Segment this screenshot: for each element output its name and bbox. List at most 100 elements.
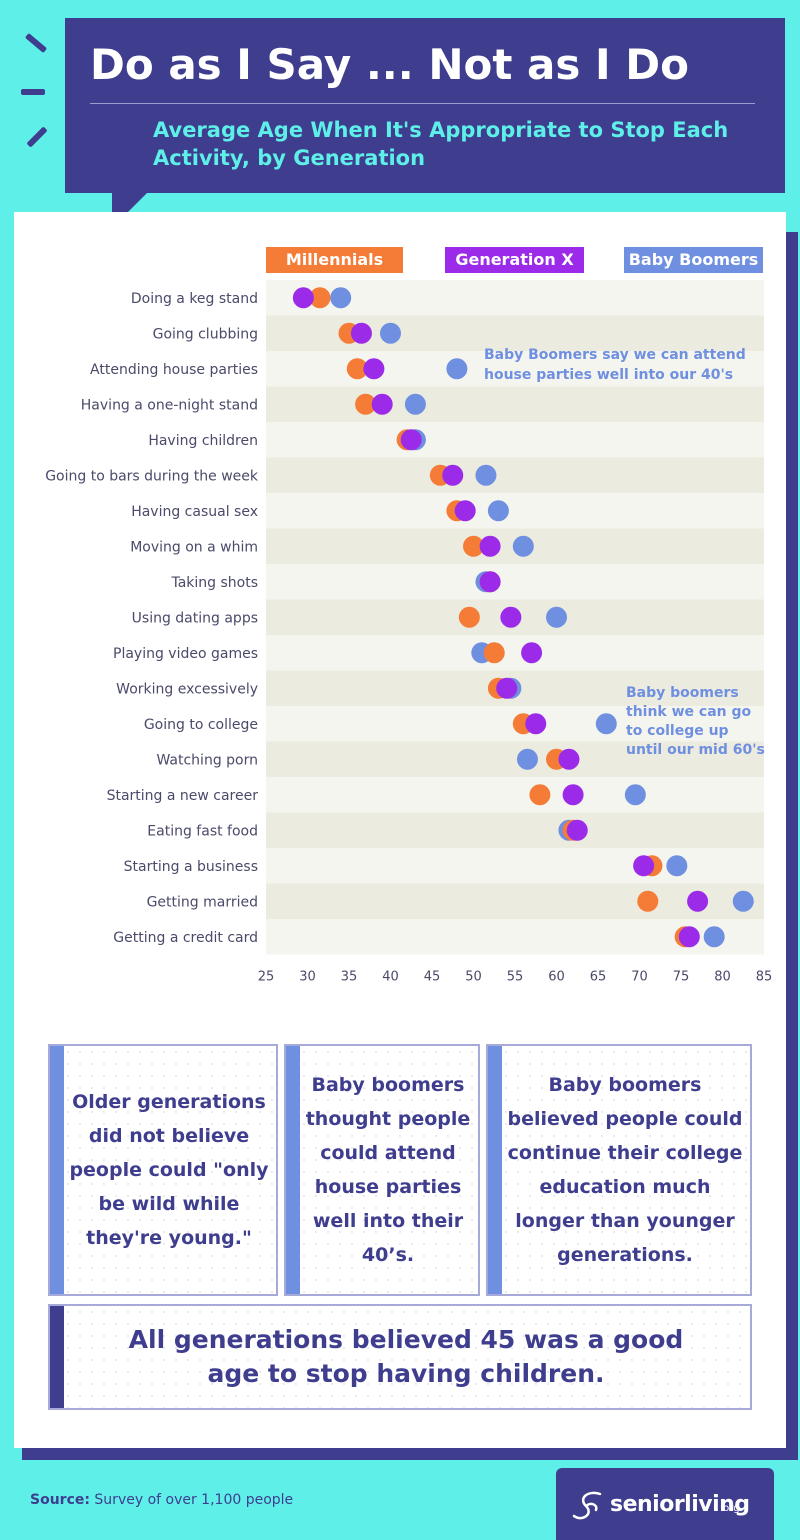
header-dash-middle <box>21 89 45 95</box>
annotation-house-parties: Baby Boomers say we can attend house par… <box>484 347 746 383</box>
x-tick-label: 65 <box>590 970 607 985</box>
category-label: Going to bars during the week <box>45 468 259 484</box>
category-label: Working excessively <box>116 681 258 697</box>
page-title: Do as I Say ... Not as I Do <box>90 40 689 89</box>
generation-x-dot <box>525 713 547 735</box>
millennials-dot <box>463 535 484 557</box>
source-note: Source: Survey of over 1,100 people <box>30 1492 293 1508</box>
callout-college: Baby boomers believed people could conti… <box>486 1044 752 1296</box>
x-tick-label: 25 <box>258 970 275 985</box>
category-label: Getting a credit card <box>113 930 258 946</box>
dot-plot-chart: Doing a keg stand Going clubbing Attending… <box>45 280 773 985</box>
generation-x-dot <box>292 287 314 309</box>
generation-x-dot <box>371 393 393 415</box>
generation-x-dot <box>350 322 372 344</box>
row-band <box>266 741 764 777</box>
x-tick-label: 50 <box>465 970 482 985</box>
x-tick-label: 75 <box>673 970 690 985</box>
millennials-dot <box>637 890 659 912</box>
x-tick-label: 80 <box>714 970 731 985</box>
baby-boomers-dot <box>380 322 401 344</box>
callout-accent-bar <box>286 1046 300 1294</box>
legend-generation-x: Generation X <box>445 247 584 273</box>
millennials-dot <box>458 606 480 628</box>
category-label: Attending house parties <box>90 362 258 378</box>
generation-x-dot <box>479 571 501 593</box>
row-band <box>266 777 764 813</box>
category-label: Starting a business <box>124 859 258 875</box>
callout-text: Baby boomers believed people could conti… <box>507 1074 743 1266</box>
baby-boomers-dot <box>330 287 352 309</box>
generation-x-dot <box>400 429 422 451</box>
row-band <box>266 883 764 919</box>
row-band <box>266 457 764 493</box>
baby-boomers-dot <box>512 535 534 557</box>
baby-boomers-dot <box>595 713 617 735</box>
x-tick-label: 85 <box>756 970 773 985</box>
baby-boomers-dot <box>546 606 567 628</box>
category-label: Getting married <box>147 894 258 910</box>
category-label: Watching porn <box>156 752 258 768</box>
callout-text: Older generations did not believe people… <box>69 1091 269 1249</box>
baby-boomers-dot <box>404 393 426 415</box>
row-band <box>266 493 764 529</box>
callout-text: Baby boomers thought people could attend… <box>305 1074 471 1266</box>
row-band <box>266 564 764 600</box>
category-label: Starting a new career <box>107 788 259 804</box>
millennials-dot <box>529 784 551 806</box>
legend-millennials: Millennials <box>266 247 403 273</box>
category-label: Using dating apps <box>132 610 258 626</box>
legend-baby-boomers: Baby Boomers <box>624 247 763 273</box>
generation-x-dot <box>521 642 543 664</box>
annotation-college: Baby boomers think we can go to college … <box>626 685 765 758</box>
generation-x-dot <box>496 677 518 699</box>
callout-accent-bar <box>50 1046 64 1294</box>
x-tick-label: 60 <box>548 970 565 985</box>
source-label: Source: <box>30 1492 90 1508</box>
generation-x-dot <box>363 358 385 380</box>
row-band <box>266 386 764 422</box>
page-subtitle: Average Age When It's Appropriate to Sto… <box>153 118 729 170</box>
seniorliving-logo[interactable]: seniorliving .org <box>556 1468 774 1540</box>
header-dash-bottom <box>26 126 48 148</box>
generation-x-dot <box>558 748 580 770</box>
callout-house-parties: Baby boomers thought people could attend… <box>284 1044 480 1296</box>
callout-text: All generations believed 45 was a good a… <box>128 1325 684 1388</box>
source-text: Survey of over 1,100 people <box>94 1492 294 1508</box>
generation-x-dot <box>687 890 709 912</box>
category-label: Having casual sex <box>131 504 258 520</box>
generation-x-dot <box>633 855 655 877</box>
logo-swirl-icon <box>572 1491 602 1520</box>
generation-x-dot <box>442 464 464 486</box>
header-dash-top <box>24 32 48 54</box>
x-tick-label: 40 <box>382 970 399 985</box>
category-label: Moving on a whim <box>130 539 258 555</box>
baby-boomers-dot <box>732 890 754 912</box>
baby-boomers-dot <box>475 464 497 486</box>
x-tick-label: 70 <box>631 970 648 985</box>
millennials-dot <box>346 358 368 380</box>
callout-children: All generations believed 45 was a good a… <box>48 1304 752 1410</box>
logo-tld: .org <box>720 1503 740 1514</box>
callout-wild-while-young: Older generations did not believe people… <box>48 1044 278 1296</box>
generation-x-dot <box>500 606 522 628</box>
title-divider <box>90 103 755 104</box>
category-label: Having a one-night stand <box>81 397 258 413</box>
x-tick-label: 55 <box>507 970 524 985</box>
row-band <box>266 812 764 848</box>
x-tick-label: 45 <box>424 970 441 985</box>
category-label: Going clubbing <box>153 326 258 342</box>
header-banner: Do as I Say ... Not as I Do Average Age … <box>65 18 785 193</box>
category-label: Playing video games <box>113 646 258 662</box>
generation-x-dot <box>562 784 584 806</box>
callout-accent-bar <box>488 1046 502 1294</box>
baby-boomers-dot <box>666 855 688 877</box>
logo-name: seniorliving <box>610 1492 750 1517</box>
baby-boomers-dot <box>487 500 509 522</box>
baby-boomers-dot <box>446 358 468 380</box>
callout-accent-bar <box>50 1306 64 1408</box>
category-label: Doing a keg stand <box>131 291 258 307</box>
x-tick-label: 30 <box>299 970 316 985</box>
category-label: Eating fast food <box>147 823 258 839</box>
row-band <box>266 422 764 458</box>
